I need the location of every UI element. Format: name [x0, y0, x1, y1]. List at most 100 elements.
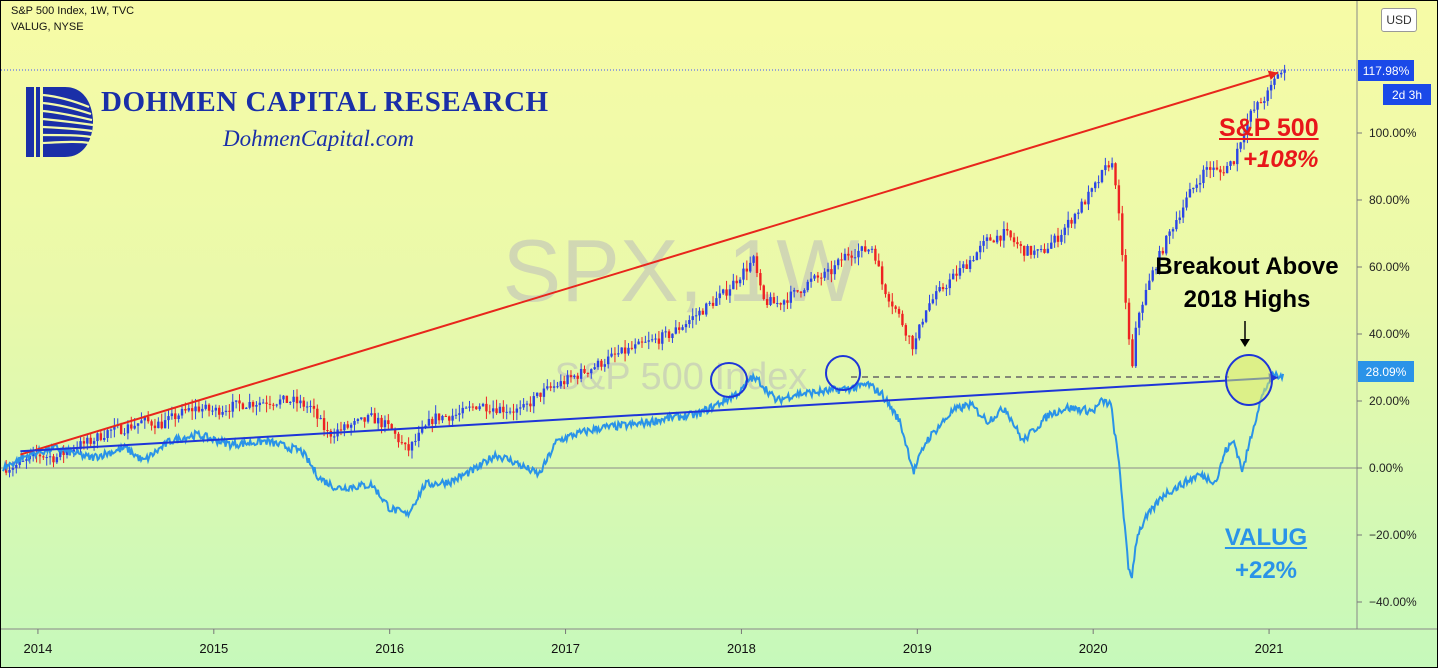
spx-candle-body — [928, 303, 931, 311]
spx-candle-body — [583, 368, 586, 373]
spx-candle-body — [1148, 280, 1151, 290]
spx-candle-body — [667, 331, 671, 339]
spx-candle-body — [1114, 163, 1117, 186]
spx-candle-body — [816, 275, 820, 278]
spx-candle-body — [786, 300, 789, 303]
spx-candle-body — [360, 417, 363, 420]
spx-candle-body — [789, 291, 793, 303]
y-tick-label: 100.00% — [1369, 126, 1417, 140]
spx-candle-body — [356, 419, 360, 421]
spx-candle-body — [1107, 165, 1110, 168]
spx-candle-body — [299, 400, 302, 404]
spx-candle-body — [718, 293, 721, 299]
spx-candle-body — [546, 386, 549, 389]
spx-candle-body — [387, 420, 390, 425]
spx-candle-body — [836, 259, 840, 266]
breakout-arrow-head — [1240, 339, 1250, 347]
spx-candle-body — [1158, 250, 1161, 270]
red-trendline — [20, 71, 1279, 456]
spx-candle-body — [1215, 167, 1219, 170]
valug-series — [1, 369, 1285, 579]
circle-2018-high-2 — [825, 355, 861, 391]
spx-candle-body — [830, 269, 833, 275]
spx-candle-body — [1050, 242, 1053, 249]
spx-candle-body — [1087, 191, 1090, 205]
spx-candle-body — [197, 406, 201, 412]
circle-breakout — [1225, 354, 1273, 406]
spx-candle-body — [620, 347, 623, 354]
spx-candle-body — [563, 381, 566, 385]
spx-candle-body — [1252, 109, 1256, 111]
spx-candle-body — [650, 339, 654, 341]
spx-candle-body — [715, 298, 718, 306]
spx-candle-body — [420, 427, 424, 433]
spx-candle-body — [664, 331, 667, 333]
spx-candle-body — [508, 411, 512, 413]
spx-candle-body — [803, 290, 806, 294]
spx-candle-body — [96, 433, 99, 442]
spx-candle-body — [65, 451, 69, 455]
spx-candle-body — [1121, 213, 1124, 256]
spx-candle-body — [975, 252, 979, 261]
spx-candle-body — [289, 401, 292, 403]
spx-candle-body — [1256, 102, 1259, 110]
x-tick-label: 2015 — [199, 641, 228, 656]
spx-candle-body — [579, 368, 583, 379]
spx-candle-body — [556, 386, 559, 388]
spx-candle-body — [99, 433, 103, 440]
spx-candle-body — [701, 310, 705, 315]
spx-candle-body — [617, 353, 620, 355]
y-tick-label: −20.00% — [1369, 528, 1417, 542]
spx-candle-body — [204, 404, 207, 409]
spx-candle-body — [792, 290, 796, 292]
spx-candle-body — [799, 291, 803, 294]
spx-candle-body — [965, 264, 968, 269]
spx-candle-body — [1033, 250, 1036, 255]
spx-candle-body — [31, 452, 35, 456]
spx-candle-body — [1249, 110, 1252, 122]
spx-candle-body — [349, 424, 353, 428]
x-tick-label: 2018 — [727, 641, 756, 656]
spx-candle-body — [735, 280, 738, 284]
spx-candle-body — [1066, 219, 1070, 228]
spx-candle-body — [1192, 187, 1195, 190]
spx-candle-body — [275, 404, 278, 406]
spx-candles — [4, 64, 1286, 478]
spx-candle-body — [79, 441, 82, 450]
spx-candle-body — [552, 386, 556, 388]
spx-candle-body — [972, 260, 975, 262]
spx-candle-body — [55, 457, 59, 463]
spx-candle-body — [245, 407, 248, 409]
spx-candle-body — [390, 424, 393, 430]
spx-candle-body — [678, 327, 681, 330]
spx-candle-body — [654, 338, 657, 340]
spx-candle-body — [18, 461, 21, 465]
spx-candle-body — [1002, 229, 1006, 241]
spx-candle-body — [404, 442, 407, 445]
spx-candle-body — [1131, 339, 1134, 367]
valug-line — [1, 369, 1285, 579]
spx-candle-body — [488, 411, 491, 413]
spx-candle-body — [1117, 185, 1121, 214]
spx-candle-body — [1022, 245, 1026, 256]
spx-candle-body — [153, 425, 157, 429]
spx-candle-body — [904, 325, 908, 336]
spx-candle-body — [437, 413, 441, 421]
spx-candle-body — [820, 277, 823, 279]
y-tick-label: 80.00% — [1369, 193, 1410, 207]
spx-candle-body — [711, 302, 715, 306]
spx-candle-body — [644, 341, 647, 343]
spx-candle-body — [948, 279, 951, 289]
currency-button[interactable]: USD — [1381, 8, 1417, 32]
spx-candle-body — [89, 437, 92, 444]
spx-candle-body — [231, 401, 234, 412]
spx-candle-body — [461, 407, 464, 414]
spx-candle-body — [38, 454, 42, 457]
spx-candle-body — [522, 404, 525, 408]
y-tick-label: 40.00% — [1369, 327, 1410, 341]
spx-candle-body — [573, 375, 576, 378]
spx-candle-body — [1263, 101, 1266, 104]
spx-candle-body — [529, 403, 532, 407]
spx-candle-body — [1171, 229, 1175, 232]
spx-candle-body — [762, 285, 765, 300]
